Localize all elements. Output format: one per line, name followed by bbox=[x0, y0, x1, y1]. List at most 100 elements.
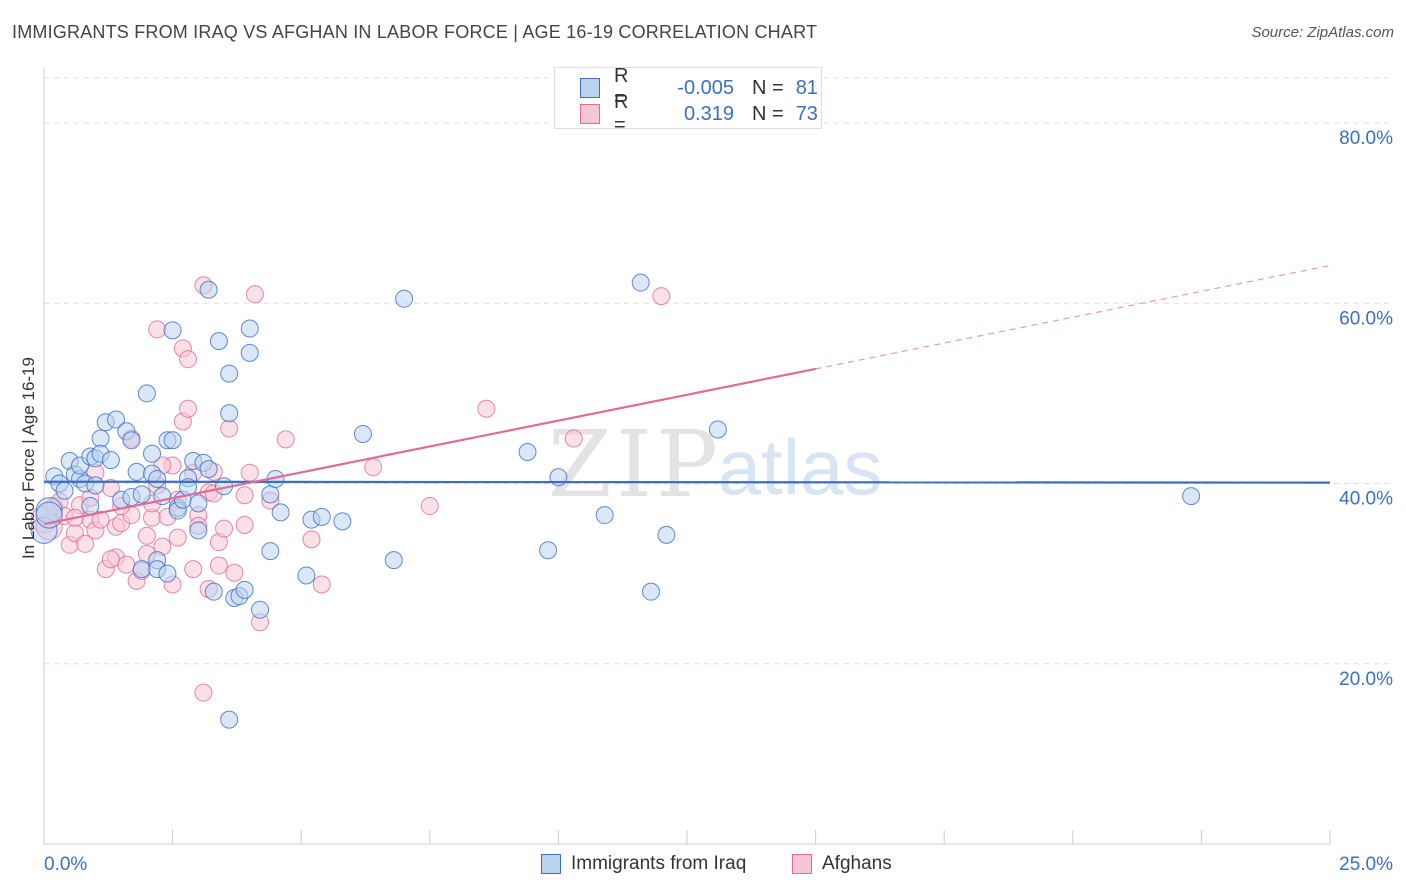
iraq-point bbox=[86, 476, 105, 495]
iraq-point bbox=[333, 512, 352, 531]
afghans-point bbox=[564, 429, 583, 448]
afghans-point bbox=[117, 555, 136, 574]
iraq-point bbox=[209, 332, 228, 351]
iraq-point bbox=[384, 551, 403, 570]
afghans-point bbox=[168, 528, 187, 547]
stats-legend: R = -0.005 N = 81 R = 0.319 N = 73 bbox=[554, 65, 822, 136]
iraq-point bbox=[518, 442, 537, 461]
iraq-point bbox=[199, 280, 218, 299]
legend-label-afghans: Afghans bbox=[822, 853, 892, 874]
iraq-point bbox=[137, 384, 156, 403]
afghans-point bbox=[364, 458, 383, 477]
afghans-point bbox=[209, 556, 228, 575]
iraq-point bbox=[312, 507, 331, 526]
r-label: R = bbox=[614, 65, 629, 110]
afghans-point bbox=[420, 497, 439, 516]
iraq-point bbox=[132, 485, 151, 504]
iraq-point bbox=[271, 503, 290, 522]
afghans-point bbox=[652, 287, 671, 306]
iraq-point bbox=[220, 364, 239, 383]
stats-row-iraq: R = -0.005 N = 81 bbox=[580, 65, 818, 110]
afghans-point bbox=[235, 515, 254, 534]
x-tick-label-max: 25.0% bbox=[1339, 854, 1393, 875]
iraq-point bbox=[101, 451, 120, 470]
x-tick-label-min: 0.0% bbox=[44, 854, 87, 875]
iraq-point bbox=[595, 506, 614, 525]
iraq-point bbox=[261, 485, 280, 504]
series-iraq-points bbox=[30, 273, 1201, 729]
r-value: 0.319 bbox=[683, 102, 734, 125]
iraq-point bbox=[127, 462, 146, 481]
iraq-point bbox=[261, 542, 280, 561]
y-tick-label: 80.0% bbox=[1339, 128, 1393, 149]
afghans-point bbox=[276, 430, 295, 449]
iraq-point bbox=[143, 444, 162, 463]
iraq-point bbox=[657, 525, 676, 544]
swatch-pink bbox=[580, 104, 600, 124]
iraq-point bbox=[631, 273, 650, 292]
iraq-point bbox=[189, 494, 208, 513]
legend-item-iraq: Immigrants from Iraq bbox=[541, 853, 746, 875]
afghans-point bbox=[240, 463, 259, 482]
legend-label-iraq: Immigrants from Iraq bbox=[571, 853, 747, 874]
iraq-point bbox=[189, 521, 208, 540]
afghans-point bbox=[477, 399, 496, 418]
iraq-point bbox=[708, 420, 727, 439]
iraq-point bbox=[204, 582, 223, 601]
afghans-point bbox=[179, 350, 198, 369]
legend-swatch-blue bbox=[541, 854, 561, 874]
iraq-point bbox=[395, 289, 414, 308]
afghans-point bbox=[245, 285, 264, 304]
legend-swatch-pink bbox=[792, 854, 812, 874]
afghans-point bbox=[302, 530, 321, 549]
watermark: ZIP atlas bbox=[548, 411, 882, 518]
iraq-point bbox=[641, 582, 660, 601]
afghans-trend-line bbox=[43, 367, 816, 526]
iraq-point bbox=[55, 481, 74, 500]
n-label: N = bbox=[752, 76, 784, 99]
chart-title: IMMIGRANTS FROM IRAQ VS AFGHAN IN LABOR … bbox=[12, 22, 818, 42]
afghans-point bbox=[184, 560, 203, 579]
iraq-point bbox=[35, 501, 63, 529]
afghans-point bbox=[137, 526, 156, 545]
afghans-point bbox=[225, 563, 244, 582]
legend-item-afghans: Afghans bbox=[792, 853, 892, 875]
n-value: 73 bbox=[795, 102, 818, 125]
gridlines bbox=[44, 77, 1392, 665]
n-label: N = bbox=[752, 102, 784, 125]
bottom-legend: Immigrants from Iraq Afghans bbox=[0, 850, 1406, 880]
iraq-point bbox=[122, 431, 141, 450]
source-label: Source: ZipAtlas.com bbox=[1251, 24, 1394, 41]
iraq-point bbox=[353, 424, 372, 443]
iraq-point bbox=[235, 580, 254, 599]
axes bbox=[43, 68, 1331, 845]
r-label: R = bbox=[614, 91, 629, 136]
afghans-point bbox=[101, 550, 120, 569]
iraq-point bbox=[158, 564, 177, 583]
iraq-point bbox=[240, 343, 259, 362]
iraq-point bbox=[199, 460, 218, 479]
trend-lines bbox=[43, 264, 1331, 526]
afghans-point bbox=[215, 519, 234, 538]
iraq-point bbox=[539, 541, 558, 560]
y-axis-title: In Labor Force | Age 16-19 bbox=[19, 357, 38, 559]
afghans-point bbox=[91, 510, 110, 529]
afghans-point bbox=[235, 486, 254, 505]
afghans-trend-extension bbox=[815, 264, 1331, 370]
iraq-trend-line bbox=[43, 480, 1331, 484]
afghans-point bbox=[194, 683, 213, 702]
y-tick-label: 40.0% bbox=[1339, 489, 1393, 510]
iraq-point bbox=[148, 470, 167, 489]
y-tick-label: 20.0% bbox=[1339, 669, 1393, 690]
afghans-point bbox=[76, 534, 95, 553]
iraq-point bbox=[81, 497, 100, 516]
iraq-point bbox=[220, 404, 239, 423]
afghans-point bbox=[179, 399, 198, 418]
iraq-point bbox=[132, 560, 151, 579]
iraq-point bbox=[220, 710, 239, 729]
iraq-point bbox=[251, 600, 270, 619]
watermark-zip: ZIP bbox=[548, 411, 722, 518]
afghans-point bbox=[220, 419, 239, 438]
iraq-point bbox=[297, 566, 316, 585]
